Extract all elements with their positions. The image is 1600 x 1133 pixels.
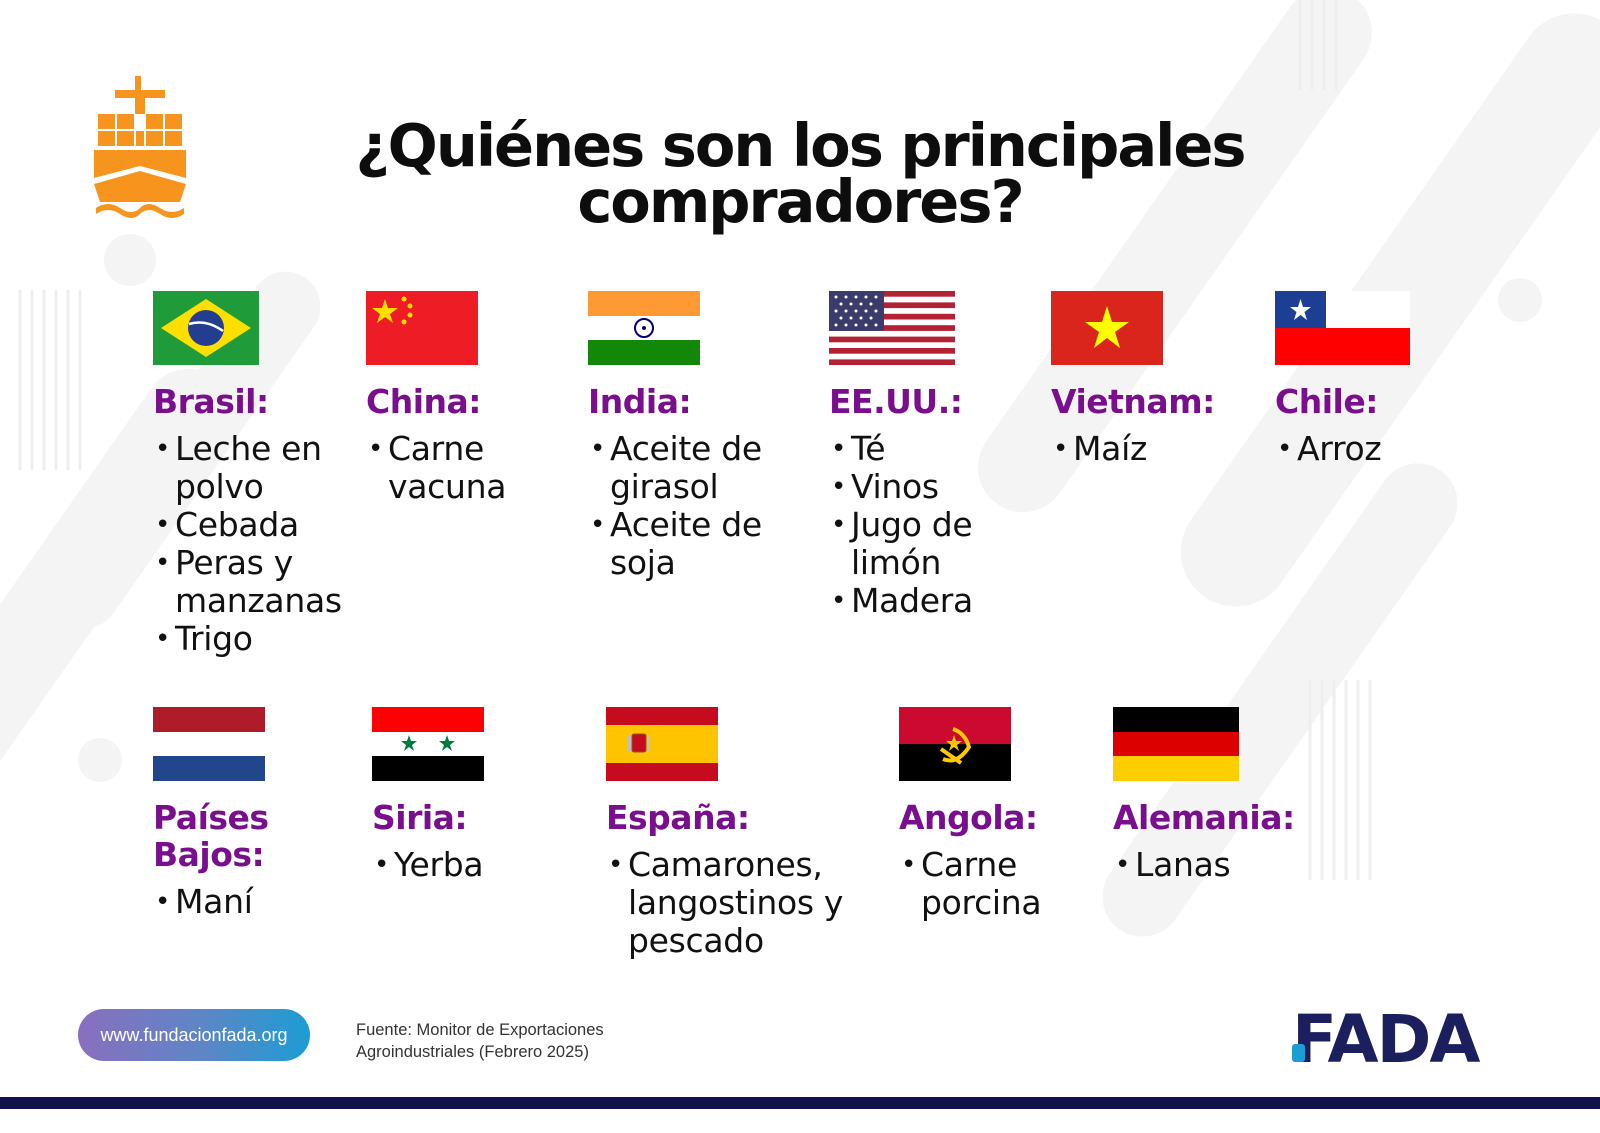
website-link[interactable]: www.fundacionfada.org — [78, 1009, 310, 1061]
chile-flag-icon — [1275, 291, 1410, 365]
product-item: Arroz — [1275, 430, 1475, 469]
product-item: Carne vacuna — [366, 430, 566, 506]
country-chile: Chile: Arroz — [1275, 291, 1475, 468]
product-item: Trigo — [153, 620, 363, 659]
spain-flag-icon — [606, 707, 718, 781]
china-flag-icon — [366, 291, 478, 365]
product-item: Cebada — [153, 506, 363, 545]
product-item: Jugo de limón — [829, 506, 1039, 582]
country-name: India: — [588, 382, 692, 421]
source-line-2: Agroindustriales (Febrero 2025) — [356, 1043, 589, 1061]
product-list: Carne vacuna — [366, 430, 566, 506]
country-brasil: Brasil: Leche en polvo Cebada Peras y ma… — [153, 291, 363, 658]
country-usa: EE.UU.: Té Vinos Jugo de limón Madera — [829, 291, 1039, 620]
product-list: Té Vinos Jugo de limón Madera — [829, 430, 1039, 621]
syria-flag-icon — [372, 707, 484, 781]
country-name: Países Bajos: — [153, 798, 269, 874]
fada-logo-text: FADA — [1292, 1004, 1480, 1068]
country-name: Alemania: — [1113, 798, 1295, 837]
product-item: Maíz — [1051, 430, 1261, 469]
product-list: Maíz — [1051, 430, 1261, 469]
product-list: Carne porcina — [899, 846, 1099, 922]
country-name: Chile: — [1275, 382, 1378, 421]
product-list: Maní — [153, 883, 303, 922]
brazil-flag-icon — [153, 291, 259, 365]
product-item: Peras y manzanas — [153, 544, 363, 620]
product-item: Madera — [829, 582, 1039, 621]
title-line-2: compradores? — [577, 167, 1024, 236]
country-name: EE.UU.: — [829, 382, 963, 421]
country-india: India: Aceite de girasol Aceite de soja — [588, 291, 798, 582]
product-list: Lanas — [1113, 846, 1313, 885]
source-line-1: Fuente: Monitor de Exportaciones — [356, 1021, 604, 1039]
product-item: Carne porcina — [899, 846, 1099, 922]
country-alemania: Alemania: Lanas — [1113, 707, 1313, 884]
vietnam-flag-icon — [1051, 291, 1163, 365]
country-name: Vietnam: — [1051, 382, 1215, 421]
country-china: China: Carne vacuna — [366, 291, 566, 506]
product-item: Lanas — [1113, 846, 1313, 885]
country-name: Siria: — [372, 798, 468, 837]
country-angola: Angola: Carne porcina — [899, 707, 1099, 922]
country-espana: España: Camarones, langostinos y pescado — [606, 707, 876, 960]
country-name: Brasil: — [153, 382, 269, 421]
country-paises-bajos: Países Bajos: Maní — [153, 707, 303, 921]
product-item: Leche en polvo — [153, 430, 363, 506]
product-list: Yerba — [372, 846, 572, 885]
product-item: Maní — [153, 883, 303, 922]
country-siria: Siria: Yerba — [372, 707, 572, 884]
bottom-bar — [0, 1097, 1600, 1109]
fada-logo: FADA — [1292, 1004, 1482, 1068]
product-item: Yerba — [372, 846, 572, 885]
product-item: Camarones, langostinos y pescado — [606, 846, 876, 960]
product-list: Camarones, langostinos y pescado — [606, 846, 876, 960]
product-item: Aceite de soja — [588, 506, 798, 582]
cargo-ship-icon — [94, 76, 186, 218]
country-name: España: — [606, 798, 750, 837]
product-list: Leche en polvo Cebada Peras y manzanas T… — [153, 430, 363, 659]
usa-flag-icon — [829, 291, 955, 365]
product-item: Aceite de girasol — [588, 430, 798, 506]
product-list: Arroz — [1275, 430, 1475, 469]
india-flag-icon — [588, 291, 700, 365]
angola-flag-icon — [899, 707, 1011, 781]
product-list: Aceite de girasol Aceite de soja — [588, 430, 798, 582]
page-title: ¿Quiénes son los principales compradores… — [300, 111, 1300, 236]
product-item: Té — [829, 430, 1039, 469]
germany-flag-icon — [1113, 707, 1239, 781]
netherlands-flag-icon — [153, 707, 265, 781]
country-vietnam: Vietnam: Maíz — [1051, 291, 1261, 468]
country-name: China: — [366, 382, 481, 421]
title-line-1: ¿Quiénes son los principales — [355, 111, 1246, 180]
source-note: Fuente: Monitor de Exportaciones Agroind… — [356, 1019, 604, 1063]
product-item: Vinos — [829, 468, 1039, 507]
country-name: Angola: — [899, 798, 1038, 837]
